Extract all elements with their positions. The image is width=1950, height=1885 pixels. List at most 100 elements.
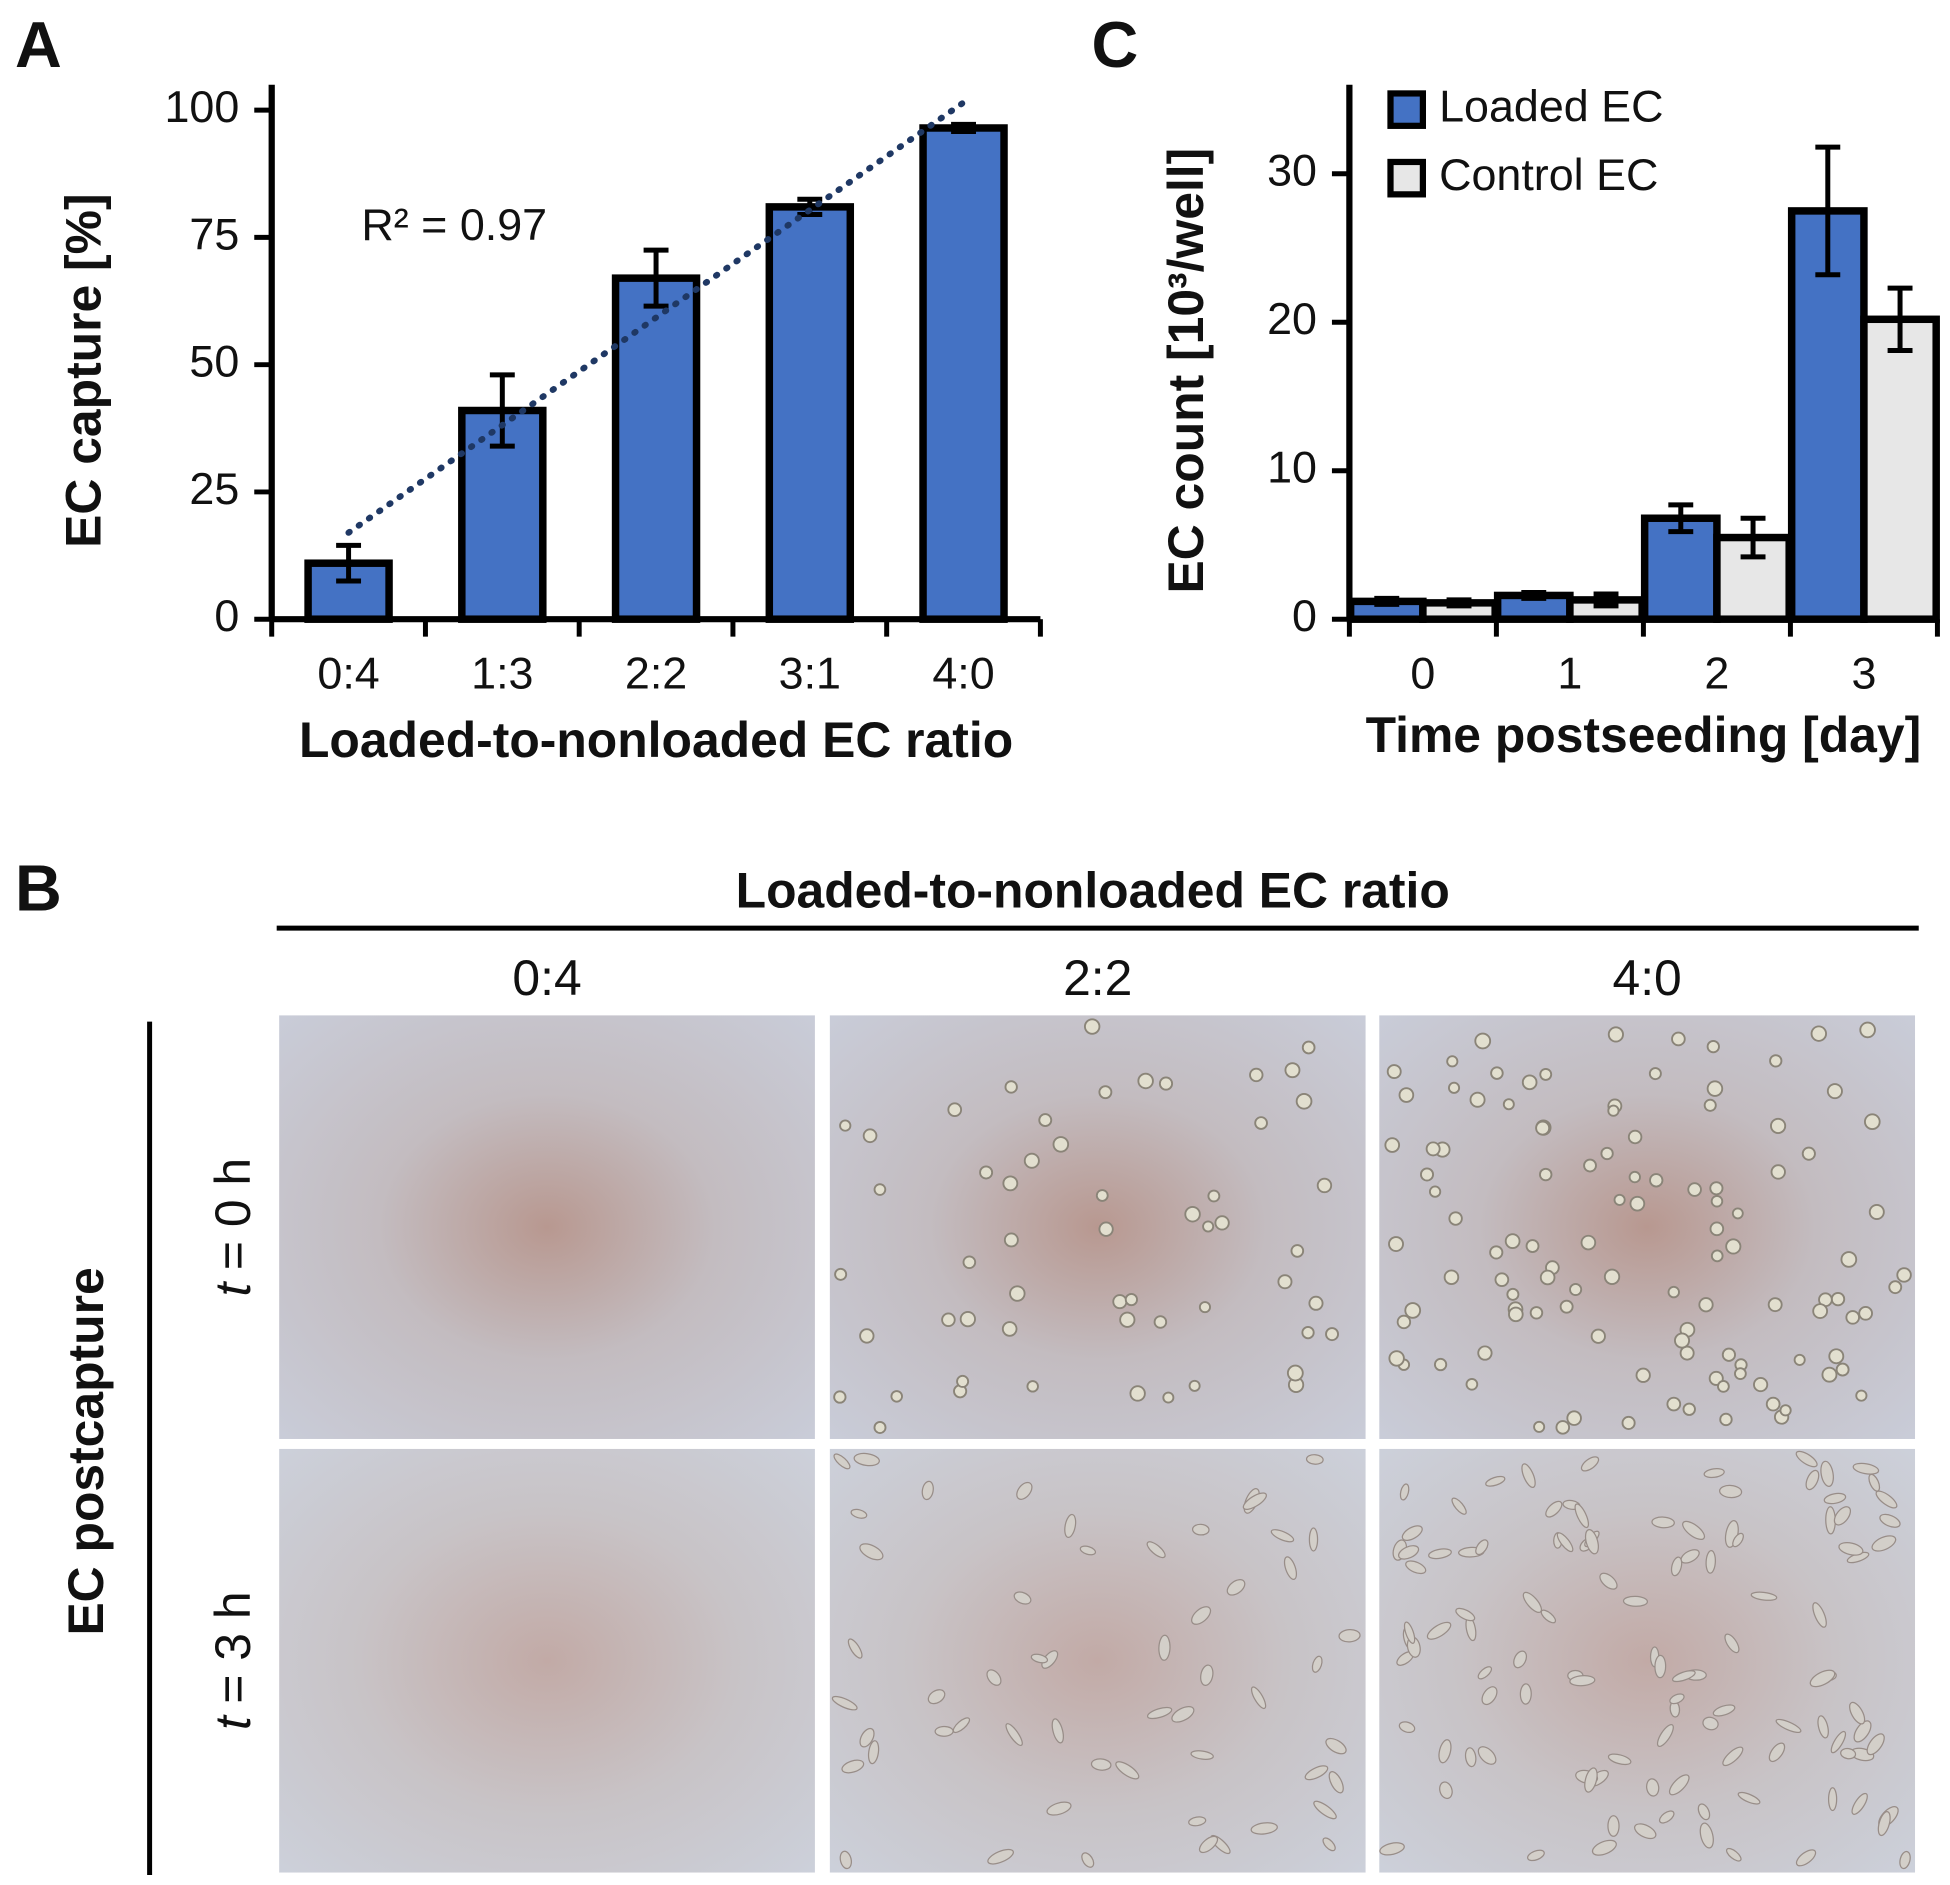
- cell: [1396, 1314, 1412, 1330]
- cell: [1828, 1348, 1845, 1365]
- cell: [1768, 1742, 1786, 1763]
- cell: [1556, 1532, 1574, 1553]
- cell: [934, 1725, 954, 1737]
- cell: [831, 1695, 858, 1711]
- cell: [1838, 1541, 1864, 1556]
- cell: [1703, 1098, 1717, 1112]
- cell: [1379, 1842, 1405, 1856]
- cell: [847, 1638, 863, 1659]
- row-label-variable: t: [205, 1714, 261, 1730]
- cell: [1399, 1483, 1410, 1501]
- cell: [1812, 1303, 1829, 1319]
- x-tick-label: 2: [1704, 647, 1729, 698]
- cell: [1805, 1469, 1820, 1491]
- cell: [1325, 1737, 1347, 1755]
- cell: [959, 1310, 976, 1328]
- cell: [1533, 1420, 1546, 1433]
- cell: [1555, 1420, 1571, 1435]
- cell: [1401, 1525, 1423, 1541]
- cell: [853, 1452, 880, 1467]
- cell: [1098, 1221, 1114, 1237]
- cell: [1697, 1803, 1711, 1821]
- cell: [1038, 1113, 1053, 1128]
- cell: [1859, 1021, 1876, 1039]
- cell: [979, 1165, 994, 1180]
- cell: [1153, 1315, 1168, 1329]
- cell: [1717, 1380, 1730, 1393]
- image-grid: Loaded-to-nonloaded EC ratio EC postcapt…: [58, 863, 1919, 1876]
- cell: [1667, 1285, 1680, 1299]
- cell: [1301, 1040, 1316, 1055]
- column-label: 4:0: [1613, 950, 1682, 1006]
- cell: [859, 1328, 875, 1344]
- cell: [1016, 1481, 1033, 1500]
- cell: [1295, 1092, 1313, 1110]
- cell: [1868, 1204, 1885, 1221]
- cell: [862, 1128, 878, 1144]
- cell: [1648, 1067, 1662, 1081]
- cell: [1198, 1301, 1212, 1314]
- trendline: [345, 99, 967, 536]
- cell: [1879, 1513, 1901, 1528]
- y-tick-label: 100: [164, 81, 239, 132]
- cell: [1254, 1116, 1268, 1130]
- cell: [1513, 1650, 1528, 1669]
- cell: [1433, 1357, 1448, 1372]
- cell: [1698, 1297, 1714, 1313]
- cell: [1286, 1364, 1304, 1382]
- cell: [1003, 1232, 1019, 1248]
- cell: [1858, 1306, 1873, 1321]
- cell: [1793, 1353, 1806, 1366]
- annotation: R² = 0.97: [361, 199, 547, 250]
- cell: [1477, 1666, 1493, 1680]
- cell: [1304, 1765, 1329, 1781]
- cell: [1002, 1175, 1019, 1192]
- cell: [1447, 1081, 1461, 1094]
- cell: [1633, 1823, 1657, 1840]
- cell: [1502, 1098, 1515, 1111]
- cell: [1494, 1272, 1510, 1288]
- x-tick-label: 0: [1410, 647, 1435, 698]
- cell: [1112, 1294, 1128, 1310]
- cell: [1446, 1055, 1459, 1068]
- cell: [1671, 1670, 1696, 1683]
- bar: [919, 124, 1008, 623]
- legend-swatch: [1387, 158, 1427, 198]
- cell: [873, 1183, 887, 1196]
- cell: [1871, 1535, 1897, 1552]
- cell: [1115, 1761, 1140, 1780]
- cell: [1301, 1325, 1315, 1340]
- cell: [962, 1255, 977, 1270]
- cell: [1607, 1753, 1632, 1766]
- cell: [1226, 1579, 1246, 1596]
- cell: [1455, 1607, 1476, 1622]
- cell: [859, 1727, 875, 1748]
- cell: [1398, 1721, 1416, 1734]
- cell: [1840, 1747, 1857, 1760]
- cell: [1682, 1402, 1696, 1416]
- cell: [1023, 1152, 1040, 1169]
- cell: [1004, 1080, 1018, 1094]
- cell: [1566, 1410, 1582, 1426]
- cell: [1658, 1810, 1675, 1824]
- cell: [1888, 1280, 1903, 1295]
- cell: [1522, 1591, 1543, 1614]
- cell: [1386, 1064, 1402, 1080]
- cell: [1283, 1556, 1298, 1580]
- legend-label: Control EC: [1439, 149, 1658, 200]
- cell: [1852, 1462, 1880, 1475]
- cell: [1635, 1367, 1651, 1383]
- y-tick-label: 10: [1267, 442, 1317, 493]
- cell: [833, 1390, 847, 1404]
- bar: [304, 559, 393, 623]
- cell: [1388, 1236, 1404, 1253]
- cell: [1767, 1297, 1783, 1313]
- cell: [1490, 1066, 1504, 1080]
- cell: [1338, 1628, 1361, 1643]
- cell: [1005, 1723, 1023, 1747]
- cell: [1308, 1527, 1319, 1552]
- cell: [1545, 1500, 1563, 1518]
- cell: [1795, 1450, 1818, 1468]
- cell: [1191, 1523, 1210, 1536]
- cell: [1316, 1177, 1333, 1194]
